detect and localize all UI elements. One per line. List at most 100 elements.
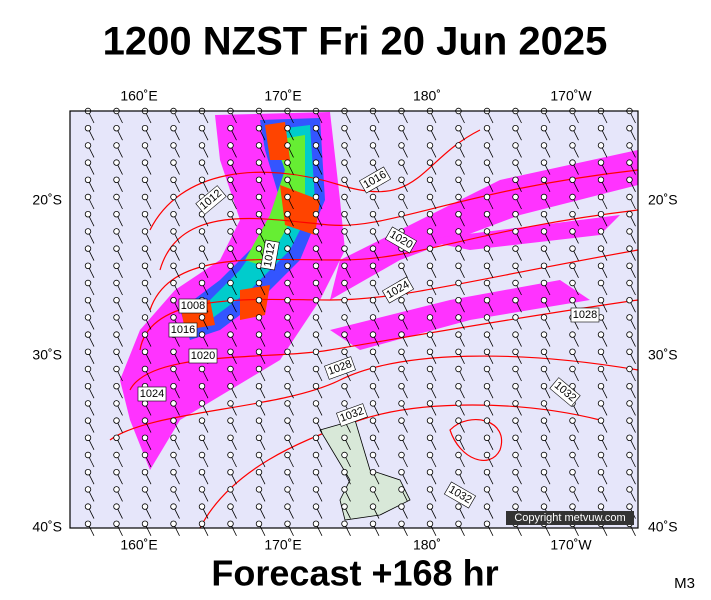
- isobar-label: 1028: [570, 307, 600, 323]
- station: [341, 159, 348, 166]
- station: [170, 228, 177, 235]
- station: [369, 228, 377, 235]
- station: [569, 245, 576, 252]
- station: [626, 469, 633, 476]
- station: [597, 262, 605, 269]
- isobar-label-box: [549, 377, 581, 407]
- station: [597, 365, 605, 373]
- station: [626, 331, 633, 338]
- station: [512, 176, 519, 183]
- isobar-label-text: 1028: [573, 309, 597, 321]
- station: [255, 469, 263, 476]
- station: [284, 348, 291, 355]
- station: [170, 176, 177, 183]
- station: [369, 245, 377, 252]
- station: [84, 348, 92, 355]
- station: [312, 417, 320, 424]
- station: [227, 314, 234, 321]
- station: [483, 434, 491, 441]
- station: [512, 486, 519, 493]
- station: [597, 176, 605, 183]
- station: [141, 348, 149, 355]
- station: [483, 520, 491, 527]
- station: [198, 331, 206, 338]
- station: [312, 159, 320, 166]
- station: [255, 331, 263, 338]
- station: [626, 400, 633, 407]
- station: [312, 400, 320, 407]
- station: [569, 451, 576, 459]
- station: [255, 434, 263, 441]
- station: [483, 193, 491, 201]
- station: [227, 331, 234, 338]
- station: [597, 383, 605, 390]
- station: [113, 193, 120, 201]
- station: [312, 348, 320, 355]
- station: [569, 297, 576, 304]
- station: [455, 124, 462, 132]
- station: [597, 159, 605, 166]
- station: [626, 486, 633, 493]
- station: [198, 365, 206, 373]
- station: [198, 417, 206, 424]
- station: [341, 520, 348, 527]
- station: [398, 469, 405, 476]
- station: [141, 142, 149, 149]
- station: [597, 210, 605, 218]
- station: [227, 124, 234, 132]
- station: [483, 228, 491, 235]
- station: [512, 365, 519, 373]
- station: [569, 348, 576, 355]
- station: [341, 262, 348, 269]
- station: [483, 142, 491, 149]
- station: [455, 228, 462, 235]
- isobar-label: 1032: [336, 403, 368, 427]
- isobar-label: 1028: [324, 356, 356, 380]
- station: [512, 297, 519, 304]
- isobar-label-box: [260, 239, 280, 271]
- station: [426, 486, 434, 493]
- station: [284, 434, 291, 441]
- station: [341, 348, 348, 355]
- station: [312, 193, 320, 201]
- station: [227, 159, 234, 166]
- station: [284, 262, 291, 269]
- station: [170, 124, 177, 132]
- station: [626, 142, 633, 149]
- station: [284, 124, 291, 132]
- lat-label: 40˚S: [32, 519, 62, 535]
- station: [426, 142, 434, 149]
- station: [227, 210, 234, 218]
- station: [341, 124, 348, 132]
- station: [141, 297, 149, 304]
- wind-stations: [84, 107, 636, 536]
- station: [312, 503, 320, 510]
- station: [255, 314, 263, 321]
- isobar-label: 1020: [188, 348, 218, 364]
- station: [227, 193, 234, 201]
- station: [113, 176, 120, 183]
- station: [84, 210, 92, 218]
- station: [597, 142, 605, 149]
- isobar-label-text: 1020: [191, 350, 215, 362]
- station: [626, 451, 633, 459]
- station: [626, 159, 633, 166]
- station: [540, 297, 548, 304]
- station: [141, 486, 149, 493]
- station: [455, 245, 462, 252]
- station: [597, 486, 605, 493]
- station: [398, 365, 405, 373]
- station: [426, 348, 434, 355]
- isobar-label-text: 1024: [140, 388, 164, 400]
- station: [426, 434, 434, 441]
- station: [255, 451, 263, 459]
- station: [626, 297, 633, 304]
- station: [369, 417, 377, 424]
- station: [626, 417, 633, 424]
- station: [512, 245, 519, 252]
- station: [141, 451, 149, 459]
- station: [284, 210, 291, 218]
- station: [569, 417, 576, 424]
- station: [312, 245, 320, 252]
- station: [512, 228, 519, 235]
